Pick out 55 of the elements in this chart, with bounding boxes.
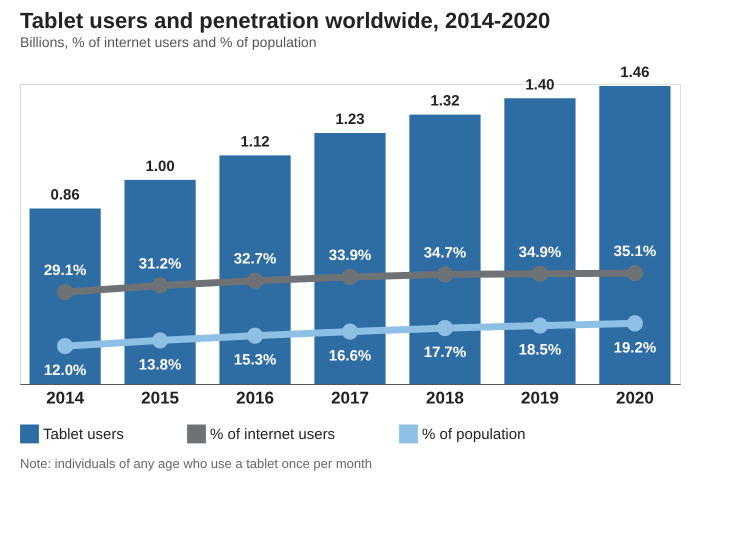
- point: [436, 320, 454, 336]
- data-label: 13.8%: [138, 356, 182, 374]
- point: [246, 328, 264, 344]
- data-label: 35.1%: [614, 243, 656, 260]
- point: [152, 332, 168, 348]
- data-label: 34.7%: [424, 244, 466, 262]
- data-label: 1.40: [525, 76, 555, 94]
- x-tick-label: 2020: [616, 388, 654, 408]
- data-label: 32.7%: [234, 250, 276, 268]
- point: [246, 272, 264, 289]
- data-label: 1.32: [430, 92, 460, 110]
- data-label: 0.86: [50, 186, 80, 204]
- data-label: 1.23: [335, 110, 365, 128]
- data-label: 12.0%: [44, 362, 86, 380]
- bar: [504, 98, 576, 384]
- data-label: 19.2%: [614, 339, 656, 356]
- point: [626, 315, 643, 332]
- bar: [219, 155, 291, 384]
- data-label: 1.12: [240, 133, 270, 150]
- legend-label: % of population: [422, 426, 526, 443]
- x-tick-label: 2017: [331, 388, 369, 408]
- point: [342, 268, 358, 285]
- data-label: 17.7%: [424, 344, 466, 362]
- data-label: 1.00: [145, 158, 175, 175]
- data-label: 33.9%: [328, 246, 372, 264]
- x-tick-label: 2014: [46, 388, 85, 408]
- x-tick-label: 2018: [426, 388, 464, 408]
- point: [152, 277, 168, 294]
- data-label: 15.3%: [234, 352, 276, 369]
- data-label: 34.9%: [518, 244, 562, 261]
- bar: [314, 132, 386, 384]
- data-label: 29.1%: [44, 262, 86, 280]
- data-label: 31.2%: [138, 255, 182, 272]
- x-tick-label: 2015: [141, 388, 179, 408]
- chart-title: Tablet users and penetration worldwide, 2014-2020: [20, 8, 550, 34]
- point: [436, 266, 454, 282]
- point: [532, 318, 548, 334]
- chart-subtitle: Billions, % of internet users and % of population: [20, 34, 317, 50]
- bar: [599, 86, 671, 384]
- x-tick-label: 2016: [236, 388, 274, 408]
- data-label: 16.6%: [328, 348, 372, 365]
- data-label: 18.5%: [518, 342, 562, 359]
- bar: [29, 208, 101, 384]
- legend-label: Tablet users: [43, 426, 124, 443]
- point: [57, 338, 74, 354]
- point: [57, 284, 74, 300]
- bar: [124, 180, 196, 384]
- bar: [409, 114, 481, 384]
- x-tick-label: 2019: [521, 388, 559, 408]
- point: [532, 266, 548, 282]
- data-label: 1.46: [620, 64, 650, 82]
- legend-label: % of internet users: [210, 426, 336, 443]
- point: [626, 265, 643, 282]
- text: Note: individuals of any age who use a tablet once per month: [20, 456, 372, 471]
- point: [342, 324, 358, 340]
